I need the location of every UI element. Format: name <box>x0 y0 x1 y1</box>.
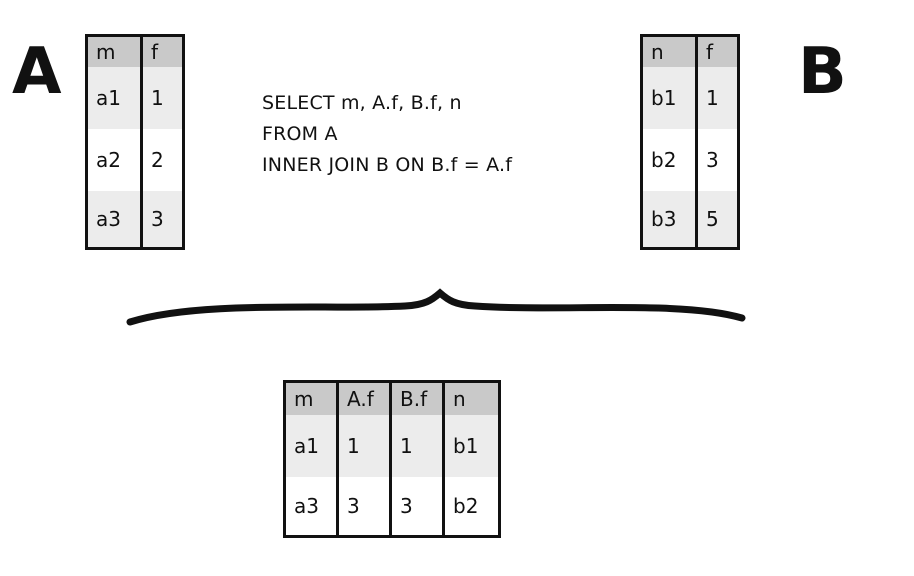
table-a-header-f: f <box>143 37 182 67</box>
table-a-header-m: m <box>88 37 140 67</box>
result-cell: 1 <box>339 415 389 477</box>
table-a: m a1 a2 a3 f 1 2 3 <box>85 34 185 250</box>
table-b-header-f: f <box>698 37 737 67</box>
result-cell: b2 <box>445 477 498 535</box>
table-b-cell: b3 <box>643 191 695 247</box>
result-col-bf: B.f 1 3 <box>392 383 445 535</box>
brace-stroke <box>126 288 746 326</box>
table-a-cell: a3 <box>88 191 140 247</box>
result-cell: 3 <box>392 477 442 535</box>
result-cell: b1 <box>445 415 498 477</box>
table-b-label: B <box>798 35 847 109</box>
result-header-bf: B.f <box>392 383 442 415</box>
result-cell: 1 <box>392 415 442 477</box>
table-a-cell: a1 <box>88 67 140 129</box>
table-b-cell: 1 <box>698 67 737 129</box>
result-col-af: A.f 1 3 <box>339 383 392 535</box>
result-header-af: A.f <box>339 383 389 415</box>
table-b-header-n: n <box>643 37 695 67</box>
sql-line-from: FROM A <box>262 123 338 145</box>
table-a-col-m: m a1 a2 a3 <box>88 37 143 247</box>
table-b-col-f: f 1 3 5 <box>698 37 737 247</box>
table-a-cell: 3 <box>143 191 182 247</box>
table-a-cell: 1 <box>143 67 182 129</box>
result-col-n: n b1 b2 <box>445 383 498 535</box>
table-b: n b1 b2 b3 f 1 3 5 <box>640 34 740 250</box>
result-header-m: m <box>286 383 336 415</box>
table-a-label: A <box>12 35 62 109</box>
table-b-cell: 3 <box>698 129 737 191</box>
table-a-cell: a2 <box>88 129 140 191</box>
table-b-cell: b1 <box>643 67 695 129</box>
result-header-n: n <box>445 383 498 415</box>
table-a-cell: 2 <box>143 129 182 191</box>
sql-query: SELECT m, A.f, B.f, n FROM A INNER JOIN … <box>262 88 512 181</box>
sql-line-join: INNER JOIN B ON B.f = A.f <box>262 154 513 176</box>
result-cell: a3 <box>286 477 336 535</box>
table-b-cell: 5 <box>698 191 737 247</box>
result-cell: 3 <box>339 477 389 535</box>
result-cell: a1 <box>286 415 336 477</box>
table-a-col-f: f 1 2 3 <box>143 37 182 247</box>
sql-line-select: SELECT m, A.f, B.f, n <box>262 92 462 114</box>
result-col-m: m a1 a3 <box>286 383 339 535</box>
result-table: m a1 a3 A.f 1 3 B.f 1 3 n b1 b2 <box>283 380 501 538</box>
table-b-col-n: n b1 b2 b3 <box>643 37 698 247</box>
table-b-cell: b2 <box>643 129 695 191</box>
